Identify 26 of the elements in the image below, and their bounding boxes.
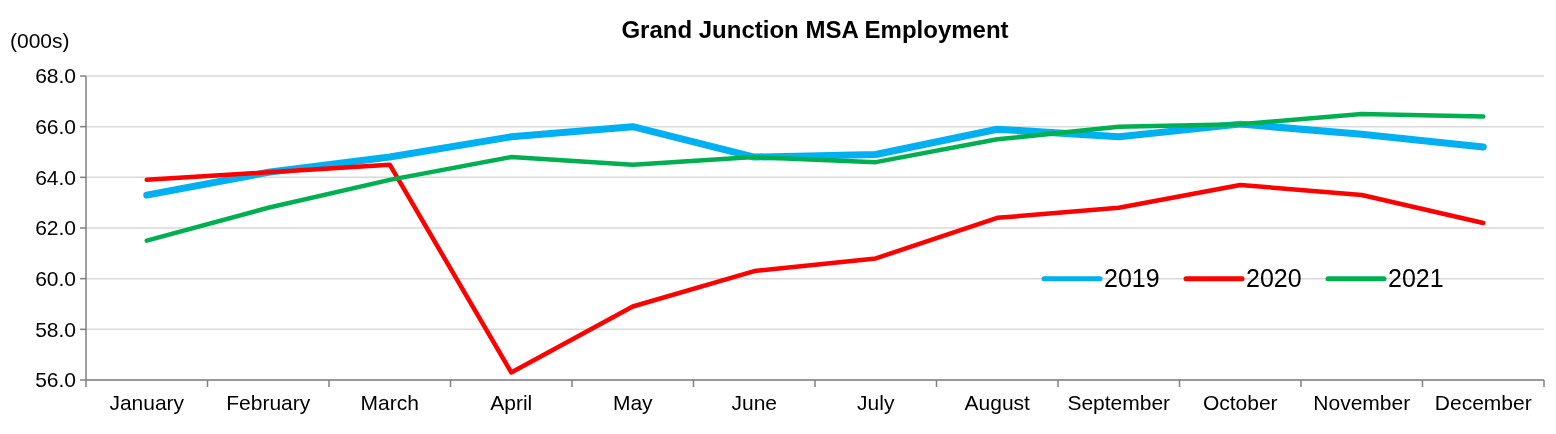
legend-label: 2020 xyxy=(1246,264,1302,293)
line-series xyxy=(144,162,1486,375)
x-tick-label: January xyxy=(109,391,185,414)
x-tick-label: February xyxy=(226,391,311,414)
y-tick-label: 62.0 xyxy=(35,216,76,240)
x-tick-label: August xyxy=(964,391,1031,414)
legend-label: 2019 xyxy=(1104,264,1160,293)
x-tick-label: March xyxy=(360,391,419,414)
y-tick-label: 58.0 xyxy=(35,317,76,341)
x-tick-label: December xyxy=(1434,391,1532,414)
y-tick-label: 56.0 xyxy=(35,368,76,392)
x-tick-label: October xyxy=(1202,391,1278,414)
line-series xyxy=(144,111,1486,243)
x-tick-label: June xyxy=(731,391,778,414)
y-tick-label: 60.0 xyxy=(35,267,76,291)
x-tick-label: May xyxy=(612,391,654,414)
x-tick-label: April xyxy=(490,391,533,414)
x-tick-label: September xyxy=(1067,391,1171,414)
x-tick-label: November xyxy=(1313,391,1411,414)
x-tick-label: July xyxy=(857,391,895,414)
chart-title: Grand Junction MSA Employment xyxy=(621,16,1009,43)
y-tick-label: 68.0 xyxy=(35,64,76,88)
y-axis-title: (000s) xyxy=(10,29,70,52)
legend-label: 2021 xyxy=(1388,264,1444,293)
y-tick-label: 64.0 xyxy=(35,165,76,189)
y-tick-label: 66.0 xyxy=(35,115,76,139)
